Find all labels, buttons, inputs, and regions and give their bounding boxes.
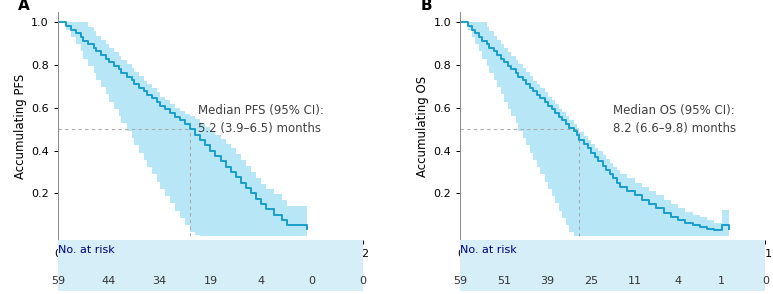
Bar [461,240,765,291]
Text: 1: 1 [718,276,725,286]
Text: 39: 39 [540,276,554,286]
Text: Median OS (95% CI):
8.2 (6.6–9.8) months: Median OS (95% CI): 8.2 (6.6–9.8) months [613,103,736,135]
Text: 51: 51 [497,276,511,286]
Text: 34: 34 [152,276,167,286]
Text: Median PFS (95% CI):
5.2 (3.9–6.5) months: Median PFS (95% CI): 5.2 (3.9–6.5) month… [198,103,324,135]
Text: 44: 44 [102,276,116,286]
Text: B: B [421,0,432,13]
X-axis label: Months: Months [591,262,635,275]
Text: No. at risk: No. at risk [58,245,114,255]
Text: 4: 4 [675,276,682,286]
Text: 19: 19 [203,276,217,286]
Text: 25: 25 [584,276,598,286]
Text: 11: 11 [628,276,642,286]
Text: 0: 0 [359,276,366,286]
Text: 0: 0 [308,276,315,286]
Y-axis label: Accumulating OS: Accumulating OS [417,76,430,177]
Text: 0: 0 [761,276,769,286]
Text: 59: 59 [51,276,65,286]
Text: A: A [19,0,30,13]
Text: 4: 4 [257,276,265,286]
Text: 59: 59 [453,276,468,286]
Text: No. at risk: No. at risk [461,245,517,255]
X-axis label: Months: Months [189,262,232,275]
Y-axis label: Accumulating PFS: Accumulating PFS [14,74,27,179]
Bar [58,240,363,291]
